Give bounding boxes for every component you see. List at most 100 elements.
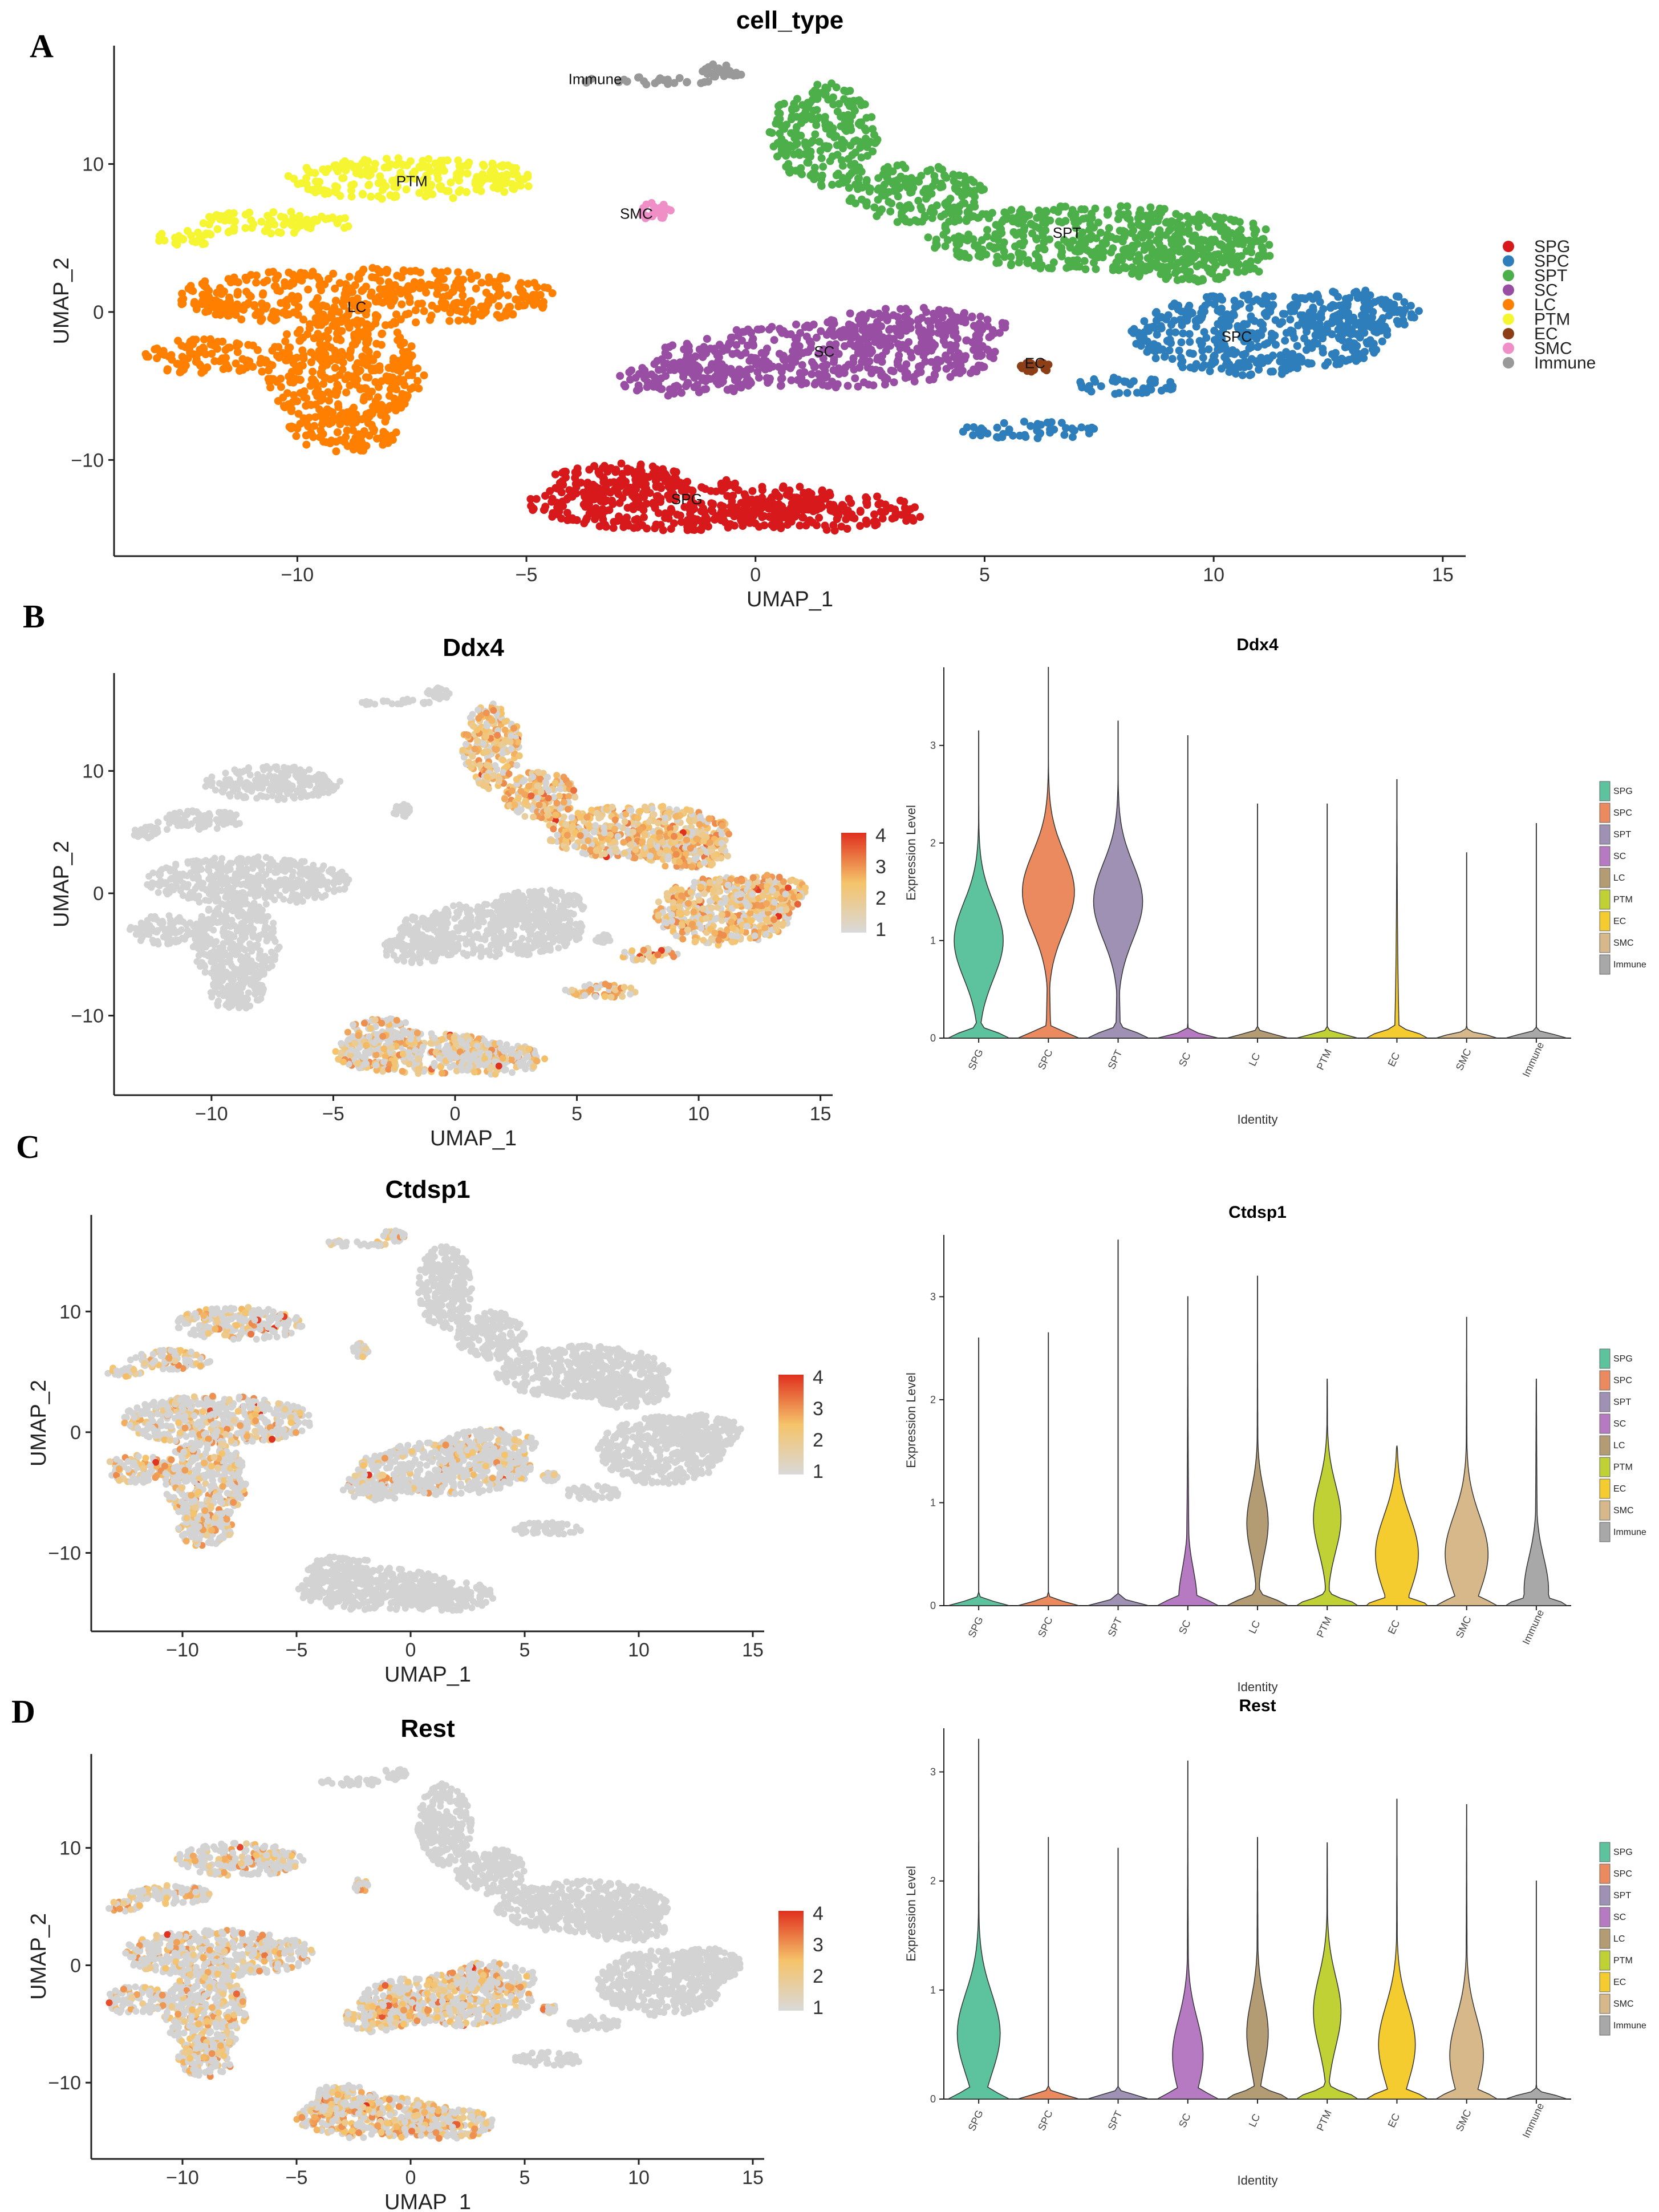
cell-point [413, 364, 421, 372]
cell-point [1196, 240, 1204, 248]
cell-point [1400, 298, 1409, 306]
cell-point [772, 119, 780, 128]
cluster-spc [959, 286, 1423, 443]
cell-point [971, 187, 979, 195]
cell-point [294, 310, 302, 319]
cell-point [894, 325, 903, 334]
cell-point [976, 431, 985, 440]
cell-point [863, 152, 871, 160]
cell-point [661, 509, 670, 517]
cell-point [1247, 248, 1256, 257]
cell-point [780, 351, 788, 360]
cell-point [1169, 382, 1177, 391]
cluster-label-sc: SC [814, 343, 834, 360]
x-tick-label: −5 [516, 564, 538, 586]
cell-point [1219, 222, 1228, 231]
cell-point [1043, 208, 1050, 216]
cell-point [1135, 272, 1143, 281]
cell-point [1183, 313, 1192, 322]
cell-point [568, 492, 577, 501]
cell-point [375, 383, 383, 391]
cell-point [715, 64, 723, 72]
cell-point [358, 159, 367, 168]
cell-point [646, 380, 655, 388]
cell-point [724, 386, 732, 394]
cell-point [848, 513, 857, 522]
cell-point [477, 278, 486, 287]
cell-point [256, 359, 265, 367]
cell-point [178, 289, 186, 298]
x-tick-label: 0 [750, 564, 761, 586]
cell-point [1256, 297, 1264, 306]
cell-point [678, 388, 685, 397]
cell-point [289, 398, 297, 406]
cell-point [793, 95, 801, 103]
cell-point [328, 307, 336, 315]
cell-point [203, 363, 212, 372]
cell-point [217, 287, 225, 296]
cell-point [937, 212, 946, 221]
cell-point [668, 492, 676, 501]
cell-point [1194, 277, 1202, 286]
cell-point [1265, 354, 1274, 363]
cell-point [1060, 431, 1069, 439]
cell-point [1313, 326, 1322, 334]
cell-point [817, 154, 826, 163]
cell-point [826, 130, 834, 139]
cell-point [397, 160, 406, 168]
cell-point [838, 503, 847, 511]
cell-point [980, 185, 988, 193]
cell-point [431, 1060, 438, 1067]
cell-point [399, 1050, 407, 1058]
cluster-spt [765, 79, 1274, 286]
cell-point [252, 272, 261, 279]
cell-point [737, 516, 745, 524]
cell-point [1167, 254, 1176, 263]
cell-point [419, 1043, 427, 1051]
cluster-spg [526, 459, 924, 535]
cell-point [348, 426, 357, 435]
cell-point [878, 205, 886, 214]
cell-point [1140, 241, 1149, 250]
cell-point [1366, 291, 1374, 299]
cell-point [719, 370, 727, 378]
cell-point [851, 107, 859, 115]
cell-point [777, 524, 785, 533]
cell-point [332, 386, 341, 394]
cell-point [474, 182, 483, 191]
cell-point [1139, 384, 1147, 392]
cell-point [749, 334, 757, 343]
cell-point [700, 67, 709, 75]
cell-point [1121, 263, 1129, 272]
cell-point [378, 329, 387, 338]
cell-point [594, 468, 603, 476]
cell-point [845, 495, 853, 503]
cell-point [887, 366, 895, 375]
cell-point [365, 180, 374, 189]
cell-point [856, 522, 865, 530]
cell-point [1350, 289, 1359, 297]
cell-point [593, 485, 601, 494]
cell-point [737, 351, 745, 359]
cell-point [320, 373, 328, 382]
cell-point [1324, 358, 1332, 366]
cell-point [862, 176, 871, 184]
cell-point [207, 216, 216, 225]
cell-point [189, 350, 198, 359]
cell-point [872, 138, 880, 146]
cell-point [454, 268, 463, 277]
cell-point [845, 172, 854, 180]
cell-point [259, 278, 268, 287]
cell-point [269, 268, 277, 276]
cell-point [309, 367, 317, 376]
cell-point [1293, 364, 1302, 372]
cell-point [257, 317, 265, 325]
cell-point [707, 506, 716, 514]
cell-point [1092, 265, 1100, 273]
cell-point [773, 139, 782, 147]
cell-point [351, 1039, 359, 1047]
cell-point [176, 368, 185, 376]
cell-point [970, 365, 978, 374]
cell-point [928, 339, 936, 347]
cell-point [469, 305, 478, 314]
